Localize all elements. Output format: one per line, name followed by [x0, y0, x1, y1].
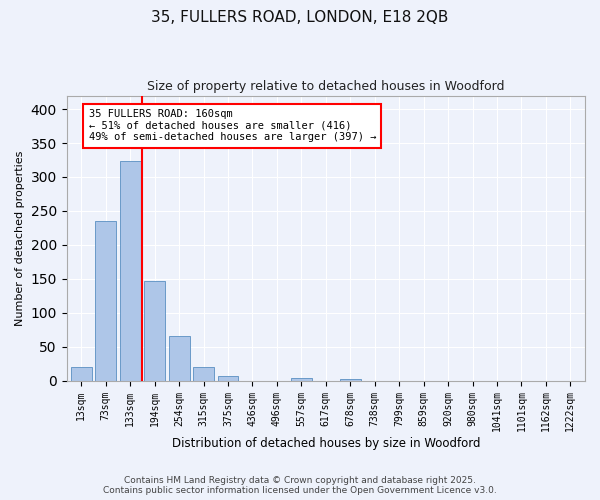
Bar — [71, 367, 92, 380]
Bar — [218, 376, 238, 380]
Y-axis label: Number of detached properties: Number of detached properties — [15, 150, 25, 326]
Text: 35 FULLERS ROAD: 160sqm
← 51% of detached houses are smaller (416)
49% of semi-d: 35 FULLERS ROAD: 160sqm ← 51% of detache… — [89, 109, 376, 142]
Bar — [291, 378, 312, 380]
Bar — [169, 336, 190, 380]
Bar — [193, 367, 214, 380]
X-axis label: Distribution of detached houses by size in Woodford: Distribution of detached houses by size … — [172, 437, 480, 450]
Bar — [120, 162, 140, 380]
Text: 35, FULLERS ROAD, LONDON, E18 2QB: 35, FULLERS ROAD, LONDON, E18 2QB — [151, 10, 449, 25]
Bar — [144, 281, 165, 380]
Bar — [95, 221, 116, 380]
Text: Contains HM Land Registry data © Crown copyright and database right 2025.
Contai: Contains HM Land Registry data © Crown c… — [103, 476, 497, 495]
Bar — [340, 378, 361, 380]
Title: Size of property relative to detached houses in Woodford: Size of property relative to detached ho… — [147, 80, 505, 93]
